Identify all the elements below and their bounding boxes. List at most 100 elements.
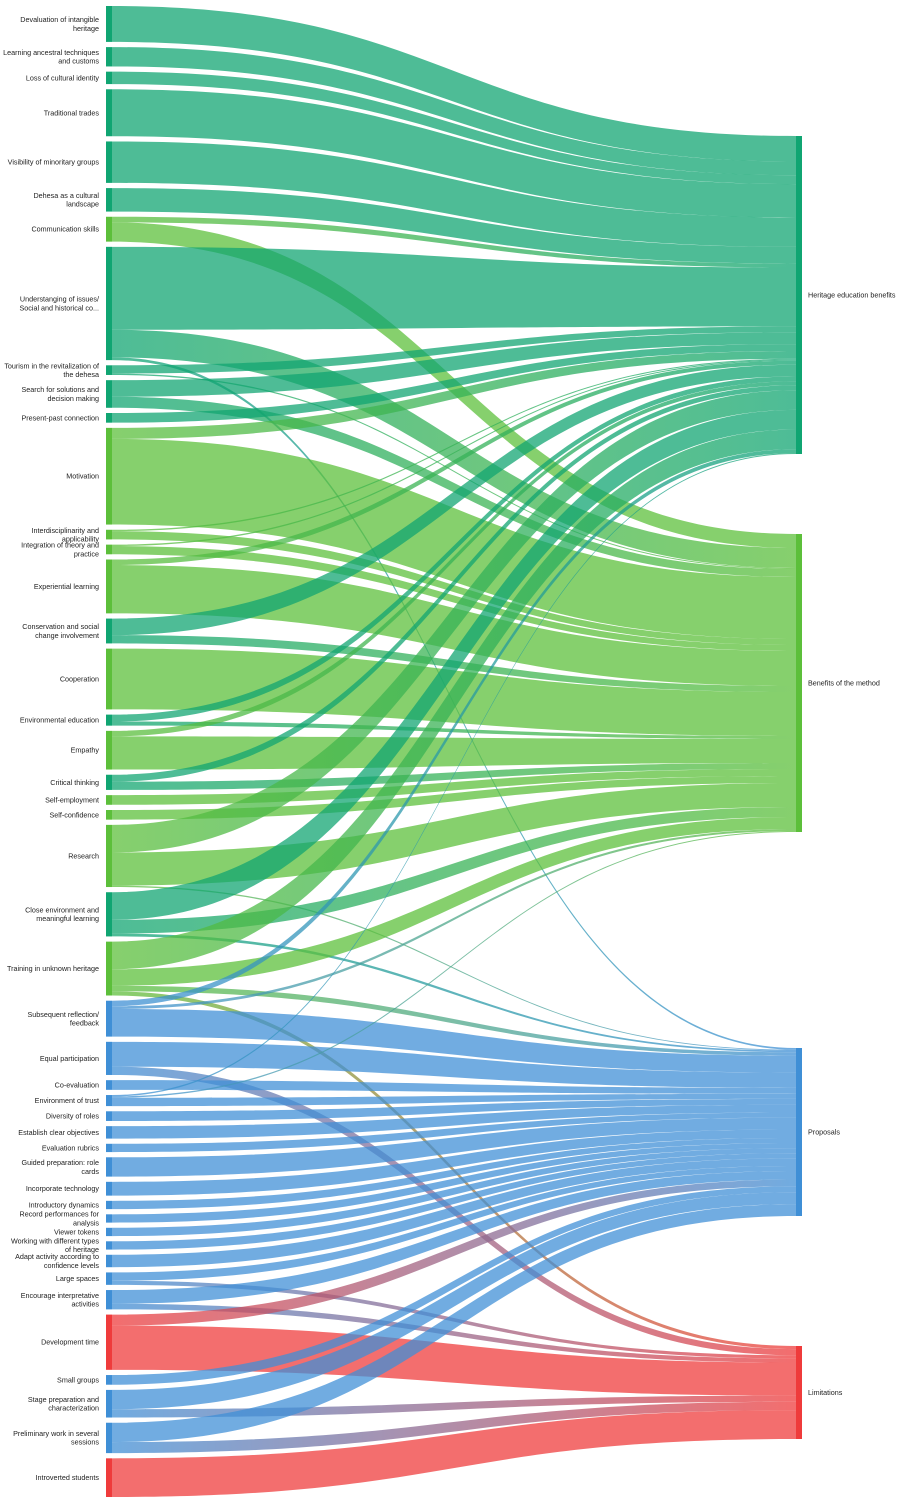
flow-close-environment-and-meaningf-to-heritage-education-benefits: [112, 409, 796, 920]
target-node-proposals: [796, 1048, 802, 1216]
source-label: Experiential learning: [34, 582, 99, 591]
flow-development-time-to-proposals: [112, 1179, 796, 1326]
flow-understanging-of-issues-social-to-benefits-of-the-method: [112, 329, 796, 568]
source-node-search-for-solutions-and-decision-making: [106, 380, 112, 408]
source-node-tourism-in-the-revitalization-of-the-deh: [106, 365, 112, 375]
flow-environmental-education-to-benefits-of-the-method: [112, 721, 796, 739]
flow-evaluation-rubrics-to-proposals: [112, 1112, 796, 1153]
flow-communication-skills-to-heritage-education-benefits: [112, 216, 796, 268]
flow-traditional-trades-to-heritage-education-benefits: [112, 89, 796, 218]
flow-empathy-to-heritage-education-benefits: [112, 381, 796, 737]
source-label: Encourage interpretative activities: [21, 1291, 100, 1309]
source-node-record-performances-for-analysis: [106, 1214, 112, 1223]
source-label: Devaluation of intangible heritage: [20, 15, 99, 33]
source-node-viewer-tokens: [106, 1227, 112, 1237]
flow-preliminary-work-in-several-se-to-limitations: [112, 1401, 796, 1454]
source-label: Dehesa as a cultural landscape: [33, 191, 99, 209]
source-node-adapt-activity-according-to-confidence-l: [106, 1254, 112, 1268]
source-node-environmental-education: [106, 714, 112, 726]
source-label: Critical thinking: [50, 778, 99, 787]
source-node-conservation-and-social-change-involveme: [106, 618, 112, 644]
flow-research-to-heritage-education-benefits: [112, 390, 796, 853]
target-node-benefits-of-the-method: [796, 534, 802, 832]
source-node-subsequent-reflection-feedback: [106, 1000, 112, 1037]
flow-introductory-dynamics-to-proposals: [112, 1137, 796, 1210]
flow-empathy-to-benefits-of-the-method: [112, 736, 796, 770]
source-node-close-environment-and-meaningful-learnin: [106, 892, 112, 937]
source-label: Stage preparation and characterization: [28, 1395, 99, 1413]
flow-present-past-connection-to-heritage-education-benefits: [112, 344, 796, 423]
flow-guided-preparation-role-cards-to-proposals: [112, 1117, 796, 1177]
source-node-experiential-learning: [106, 559, 112, 614]
flow-search-for-solutions-and-decis-to-heritage-education-benefits: [112, 332, 796, 397]
source-label: Self-employment: [45, 795, 99, 804]
source-node-cooperation: [106, 648, 112, 710]
source-label: Traditional trades: [44, 108, 100, 117]
flow-large-spaces-to-proposals: [112, 1165, 796, 1281]
source-node-introverted-students: [106, 1458, 112, 1497]
source-label: Small groups: [57, 1375, 99, 1384]
flow-stage-preparation-and-characte-to-proposals: [112, 1192, 796, 1410]
sankey-labels: Devaluation of intangible heritage Learnin…: [3, 15, 896, 1482]
flow-integration-of-theory-and-prac-to-heritage-education-benefits: [112, 359, 796, 547]
source-node-large-spaces: [106, 1272, 112, 1285]
source-node-training-in-unknown-heritage: [106, 941, 112, 996]
source-label: Record performances for analysis: [20, 1210, 100, 1228]
target-node-heritage-education-benefits: [796, 136, 802, 454]
flow-experiential-learning-to-heritage-education-benefits: [112, 360, 796, 566]
source-label: Tourism in the revitalization of the dehe…: [4, 361, 99, 379]
source-label: Research: [68, 851, 99, 860]
source-label: Development time: [41, 1338, 99, 1347]
source-label: Environmental education: [20, 716, 99, 725]
flow-devaluation-of-intangible-heri-to-heritage-education-benefits: [112, 6, 796, 162]
flow-working-with-different-types-o-to-proposals: [112, 1153, 796, 1250]
source-label: Integration of theory and practice: [21, 541, 99, 559]
flow-subsequent-reflection-feedback-to-proposals: [112, 1008, 796, 1073]
source-node-traditional-trades: [106, 89, 112, 137]
source-node-visibility-of-minoritary-groups: [106, 141, 112, 183]
source-label: Close environment and meaningful learning: [25, 906, 99, 924]
source-label: Loss of cultural identity: [26, 73, 100, 82]
flow-environment-of-trust-to-proposals: [112, 1093, 796, 1107]
source-node-environment-of-trust: [106, 1095, 112, 1107]
source-node-motivation: [106, 427, 112, 525]
flow-record-performances-for-analys-to-proposals: [112, 1143, 796, 1223]
flow-training-in-unknown-heritage-to-heritage-education-benefits: [112, 429, 796, 970]
source-node-incorporate-technology: [106, 1181, 112, 1196]
source-label: Search for solutions and decision making: [21, 385, 99, 403]
source-label: Conservation and social change involvemen…: [22, 622, 99, 640]
source-label: Co-evaluation: [55, 1081, 99, 1090]
flow-encourage-interpretative-activ-to-proposals: [112, 1171, 796, 1304]
flow-tourism-in-the-revitalization--to-benefits-of-the-method: [112, 373, 796, 569]
flow-conservation-and-social-change-to-heritage-education-benefits: [112, 364, 796, 636]
source-node-critical-thinking: [106, 774, 112, 790]
flow-incorporate-technology-to-proposals: [112, 1129, 796, 1196]
source-label: Establish clear objectives: [18, 1128, 99, 1137]
flow-training-in-unknown-heritage-to-proposals: [112, 985, 796, 1056]
target-label: Benefits of the method: [808, 679, 880, 688]
flow-environment-of-trust-to-benefits-of-the-method: [112, 831, 796, 1098]
source-label: Guided preparation: role cards: [21, 1158, 99, 1176]
source-node-learning-ancestral-techniques-and-custom: [106, 47, 112, 67]
source-label: Equal participation: [40, 1054, 99, 1063]
source-label: Subsequent reflection/feedback: [27, 1010, 99, 1028]
flow-encourage-interpretative-activ-to-limitations: [112, 1303, 796, 1363]
source-node-guided-preparation-role-cards: [106, 1157, 112, 1177]
flow-interdisciplinarity-and-applic-to-benefits-of-the-method: [112, 531, 796, 645]
flow-close-environment-and-meaningf-to-proposals: [112, 933, 796, 1053]
flow-adapt-activity-according-to-co-to-proposals: [112, 1158, 796, 1268]
target-label: Heritage education benefits: [808, 291, 896, 300]
flow-diversity-of-roles-to-proposals: [112, 1098, 796, 1121]
source-label: Learning ancestral techniques and customs: [3, 48, 99, 66]
flow-close-environment-and-meaningf-to-benefits-of-the-method: [112, 807, 796, 934]
flow-dehesa-as-a-cultural-landscape-to-heritage-education-benefits: [112, 188, 796, 264]
source-node-loss-of-cultural-identity: [106, 71, 112, 85]
flow-loss-of-cultural-identity-to-heritage-education-benefits: [112, 71, 796, 185]
flow-subsequent-reflection-feedback-to-heritage-education-benefits: [112, 449, 796, 1007]
source-node-diversity-of-roles: [106, 1111, 112, 1121]
flow-tourism-in-the-revitalization--to-heritage-education-benefits: [112, 326, 796, 374]
source-label: Communication skills: [31, 225, 99, 234]
source-label: Large spaces: [56, 1274, 100, 1283]
flow-learning-ancestral-techniques--to-heritage-education-benefits: [112, 47, 796, 176]
source-label: Understanging of issues/Social and histo…: [19, 295, 99, 313]
